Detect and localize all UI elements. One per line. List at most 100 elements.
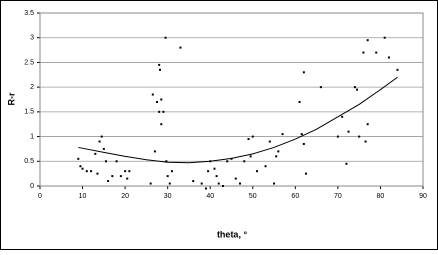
point: [151, 93, 154, 96]
point: [347, 130, 350, 133]
point: [77, 157, 80, 160]
point: [124, 170, 127, 173]
x-tick-label: 0: [38, 193, 42, 200]
point: [234, 177, 237, 180]
trend-line: [78, 76, 398, 164]
point: [383, 36, 386, 39]
x-tick-label: 90: [419, 193, 427, 200]
point: [94, 152, 97, 155]
point: [364, 140, 367, 143]
point: [375, 51, 378, 54]
x-tick-label: 60: [291, 193, 299, 200]
point: [168, 182, 171, 185]
point: [156, 100, 159, 103]
point: [170, 170, 173, 173]
point: [102, 147, 105, 150]
point: [90, 170, 93, 173]
point: [249, 155, 252, 158]
point: [200, 182, 203, 185]
point: [336, 135, 339, 138]
x-tick-label: 30: [164, 193, 172, 200]
point: [366, 123, 369, 126]
point: [158, 110, 161, 113]
point: [298, 100, 301, 103]
point: [215, 175, 218, 178]
x-axis-title: theta, °: [217, 229, 248, 239]
point: [268, 140, 271, 143]
y-tick-label: 2: [30, 84, 34, 91]
point: [243, 160, 246, 163]
x-tick-label: 70: [334, 193, 342, 200]
point: [207, 170, 210, 173]
x-tick-label: 50: [249, 193, 257, 200]
y-tick-label: 0.5: [24, 158, 34, 165]
y-tick-label: 0: [30, 183, 34, 190]
point: [319, 86, 322, 89]
point: [126, 177, 129, 180]
point: [251, 135, 254, 138]
point: [356, 88, 359, 91]
point: [277, 150, 280, 153]
x-tick-label: 10: [79, 193, 87, 200]
point: [221, 185, 224, 187]
point: [149, 182, 152, 185]
point: [358, 135, 361, 138]
point: [153, 150, 156, 153]
point: [226, 160, 229, 163]
point: [107, 180, 110, 183]
point: [96, 172, 99, 175]
point: [387, 56, 390, 59]
point: [100, 135, 103, 138]
point: [300, 133, 303, 136]
point: [192, 180, 195, 183]
x-tick-label: 80: [377, 193, 385, 200]
point: [119, 175, 122, 178]
point: [362, 51, 365, 54]
point: [98, 140, 101, 143]
point: [158, 63, 161, 66]
point: [264, 165, 267, 168]
point: [165, 160, 168, 163]
point: [239, 182, 242, 185]
point: [247, 138, 250, 141]
point: [302, 142, 305, 145]
point: [345, 162, 348, 165]
point: [115, 160, 118, 163]
point: [159, 68, 162, 71]
point: [304, 172, 307, 175]
y-tick-label: 3.5: [24, 10, 34, 17]
point: [164, 36, 167, 39]
point: [213, 167, 216, 170]
point: [353, 86, 356, 89]
point: [104, 160, 107, 163]
point: [366, 39, 369, 42]
point: [160, 123, 163, 126]
point: [128, 170, 131, 173]
point: [166, 175, 169, 178]
point: [396, 68, 399, 71]
y-axis-title: R-r: [6, 92, 16, 105]
point: [217, 182, 220, 185]
point: [275, 155, 278, 158]
point: [204, 187, 207, 190]
plot-frame: [39, 12, 424, 187]
point: [341, 115, 344, 118]
x-tick-label: 20: [121, 193, 129, 200]
point: [273, 182, 276, 185]
y-tick-label: 2.5: [24, 59, 34, 66]
point: [79, 165, 82, 168]
point: [281, 133, 284, 136]
y-tick-label: 1.5: [24, 109, 34, 116]
y-tick-label: 1: [30, 133, 34, 140]
point: [302, 71, 305, 74]
point: [85, 170, 88, 173]
point: [179, 46, 182, 49]
x-tick-label: 40: [206, 193, 214, 200]
y-tick-label: 3: [30, 35, 34, 42]
point: [256, 170, 259, 173]
point: [81, 167, 84, 170]
point: [160, 98, 163, 101]
